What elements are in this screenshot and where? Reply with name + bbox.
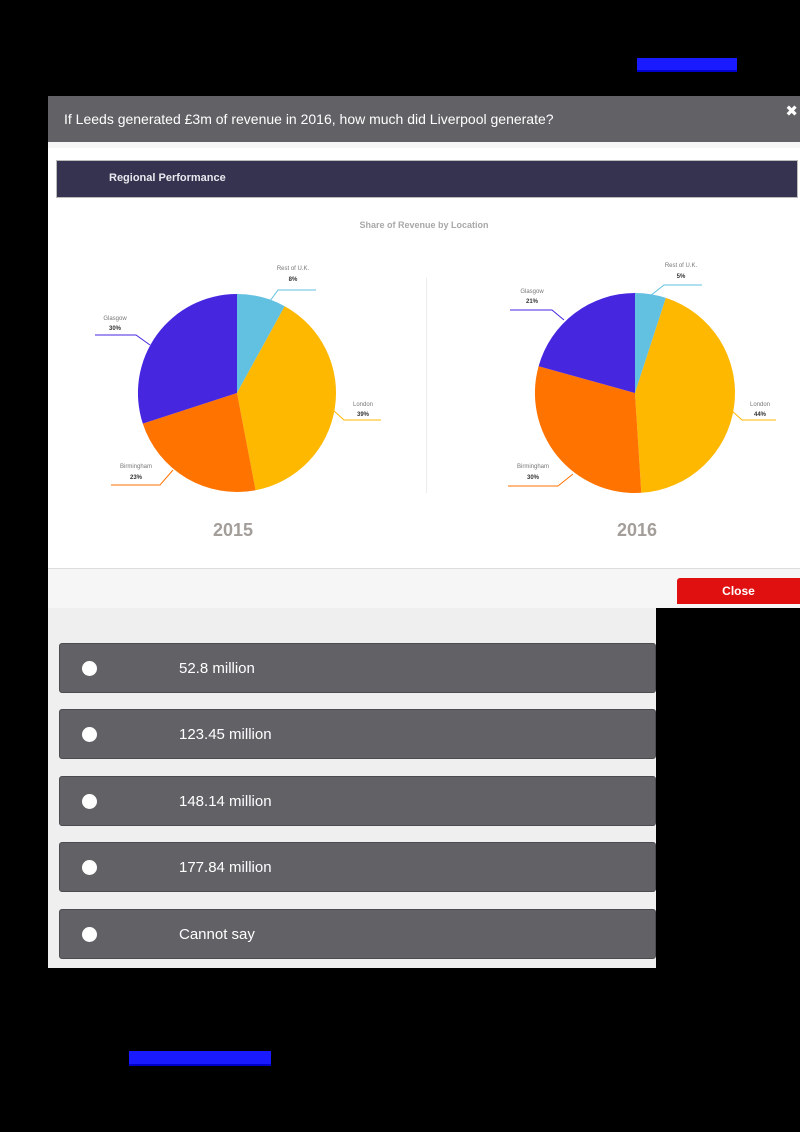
slice-london [237,306,337,491]
answer-label: 52.8 million [179,660,255,677]
top-link[interactable] [637,58,737,72]
slice-glasgow [137,294,237,424]
label-london-2016: London [750,402,770,408]
answer-label: 148.14 million [179,793,272,810]
slice-rest-of-uk [237,293,285,393]
bottom-link[interactable] [129,1051,271,1066]
svg-text:30%: 30% [109,326,122,332]
close-icon[interactable]: ✖ [785,103,798,120]
slice-london [635,297,735,493]
answer-option[interactable]: 52.8 million [59,643,656,693]
panel-header: Regional Performance [56,160,798,198]
close-button[interactable]: Close [677,578,800,604]
slice-glasgow [538,292,635,393]
label-glasgow-2016: Glasgow [520,289,544,295]
radio-button[interactable] [82,794,97,809]
answer-label: 123.45 million [179,726,272,743]
modal-body: Regional Performance Share of Revenue by… [48,148,800,569]
answer-label: 177.84 million [179,859,272,876]
svg-text:8%: 8% [289,277,298,283]
answer-list: 52.8 million 123.45 million 148.14 milli… [48,608,656,968]
modal-header: If Leeds generated £3m of revenue in 201… [48,96,800,142]
svg-text:44%: 44% [754,412,767,418]
label-rest-2015: Rest of U.K. [277,266,310,272]
svg-text:30%: 30% [527,475,540,481]
radio-button[interactable] [82,860,97,875]
answer-option[interactable]: Cannot say [59,909,656,959]
radio-button[interactable] [82,927,97,942]
radio-button[interactable] [82,727,97,742]
svg-text:23%: 23% [130,475,143,481]
year-label-2016: 2016 [617,520,658,540]
label-birmingham-2015: Birmingham [120,464,152,470]
chart-title: Share of Revenue by Location [359,220,489,230]
svg-text:5%: 5% [677,274,686,280]
panel-title: Regional Performance [109,172,226,184]
answer-label: Cannot say [179,926,255,943]
question-text: If Leeds generated £3m of revenue in 201… [64,111,554,127]
slice-birmingham [534,366,642,494]
svg-text:21%: 21% [526,299,539,305]
pie-chart-2016: Rest of U.K. 5% London 44% Birmingham 30… [508,263,776,494]
svg-text:39%: 39% [357,412,370,418]
label-london-2015: London [353,402,373,408]
pie-chart-2015: Rest of U.K. 8% London 39% Birmingham 23… [95,266,381,492]
radio-button[interactable] [82,661,97,676]
answer-option[interactable]: 148.14 million [59,776,656,826]
label-glasgow-2015: Glasgow [103,316,127,322]
chart-modal: If Leeds generated £3m of revenue in 201… [48,96,800,608]
label-birmingham-2016: Birmingham [517,464,549,470]
chart-divider [426,278,427,493]
slice-birmingham [142,393,256,492]
answer-option[interactable]: 123.45 million [59,709,656,759]
label-rest-2016: Rest of U.K. [665,263,698,269]
year-label-2015: 2015 [213,520,254,540]
answer-option[interactable]: 177.84 million [59,842,656,892]
slice-rest-of-uk [635,293,666,393]
